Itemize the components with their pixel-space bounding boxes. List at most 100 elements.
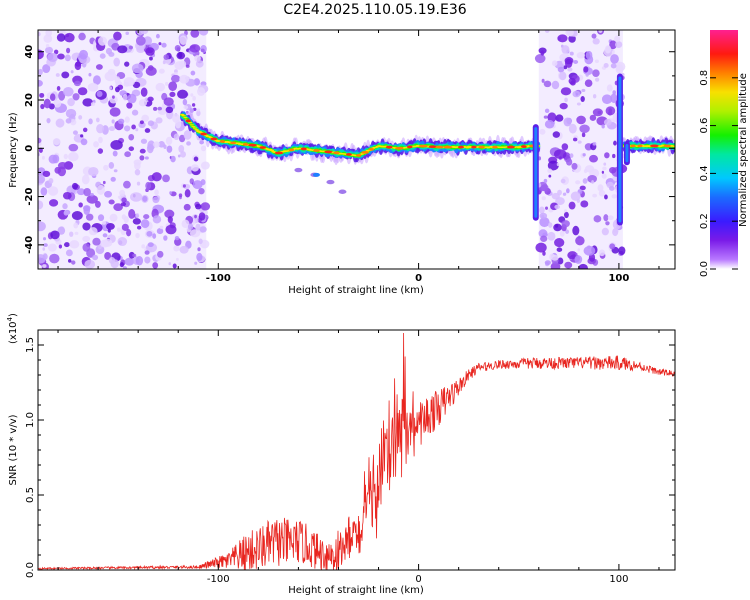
ridge-hotspot [242,142,249,146]
noise-blob [565,30,574,37]
noise-blob [164,209,175,219]
noise-blob [77,87,88,96]
noise-blob [567,67,573,72]
noise-blob [556,247,563,252]
noise-blob [186,141,191,146]
noise-blob [78,32,86,41]
noise-blob [73,222,79,229]
noise-blob [88,227,98,236]
noise-blob [554,204,561,210]
noise-blob [135,36,146,46]
noise-blob [592,69,600,77]
x-tick-label: 0 [415,273,422,284]
noise-blob [179,245,189,254]
noise-blob [577,248,581,252]
noise-blob [576,115,586,125]
noise-blob [109,107,121,117]
noise-blob [195,203,202,210]
ridge-hotspot [313,149,320,152]
noise-blob [611,194,618,199]
noise-blob [136,225,142,230]
noise-blob [110,176,116,182]
snr-ylabel: SNR (10 * v/v) [8,414,19,485]
stray-mark [338,189,347,194]
plot-frame [37,29,676,270]
noise-blob [38,147,43,153]
noise-blob [78,202,83,208]
ridge-hotspot [185,119,191,123]
chart-title: C2E4.2025.110.05.19.E36 [283,2,467,18]
x-tick-label: 100 [608,273,629,284]
noise-blob [158,141,165,148]
noise-blob [615,64,624,74]
noise-blob [556,162,560,167]
noise-blob [157,250,164,258]
noise-blob [43,243,48,247]
noise-blob [104,71,117,82]
noise-blob [605,221,610,226]
noise-blob [92,254,99,261]
ridge-hotspot [520,145,527,148]
noise-blob [563,117,572,127]
noise-blob [574,255,583,264]
noise-blob [55,73,60,77]
noise-blob [602,166,607,171]
noise-blob [601,170,605,174]
noise-blob [95,64,103,70]
noise-blob [113,203,123,211]
noise-blob [126,102,133,109]
ridge-hotspot [630,144,636,148]
noise-blob [183,203,191,211]
noise-blob [543,178,548,183]
noise-blob [174,44,181,52]
noise-blob [543,115,548,119]
noise-blob [178,193,183,198]
noise-blob [598,249,606,257]
ridge-mark [189,124,195,126]
ridge-hotspot [346,152,352,156]
noise-blob [82,235,91,242]
ridge-mark [192,127,198,129]
noise-blob [566,158,573,166]
noise-blob [601,124,605,129]
colorbar-label: Normalized spectral amplitude [738,73,749,227]
noise-blob [128,45,134,50]
y-tick-label: 0.5 [25,487,36,503]
noise-blob [577,140,582,144]
noise-blob [43,237,47,241]
noise-blob [551,192,560,200]
noise-blob [190,93,194,97]
noise-blob [135,213,140,218]
noise-blob [49,93,56,102]
noise-blob [545,206,549,210]
noise-blob [97,214,105,222]
noise-blob [88,118,93,125]
noise-blob [45,44,50,48]
stray-mark [294,167,303,173]
noise-blob [85,213,94,221]
noise-blob [557,257,564,265]
noise-blob [598,30,603,33]
noise-blob [147,65,154,71]
noise-blob [130,192,143,202]
noise-blob [568,201,576,210]
noise-blob [136,30,145,36]
noise-blob [566,188,570,194]
noise-blob [189,108,195,113]
noise-blob [571,162,578,170]
noise-blob [199,30,209,36]
ridge-hotspot [300,147,307,151]
noise-blob [63,242,70,248]
noise-blob [572,225,580,236]
noise-blob [136,181,141,186]
noise-blob [541,78,545,83]
ridge-hotspot [506,145,515,149]
ridge-hotspot [288,148,295,152]
noise-blob [191,103,196,107]
noise-blob [122,266,127,269]
noise-blob [583,66,589,73]
noise-blob [192,95,196,101]
noise-blob [181,219,190,229]
noise-blob [197,247,201,252]
noise-blob [62,203,68,210]
